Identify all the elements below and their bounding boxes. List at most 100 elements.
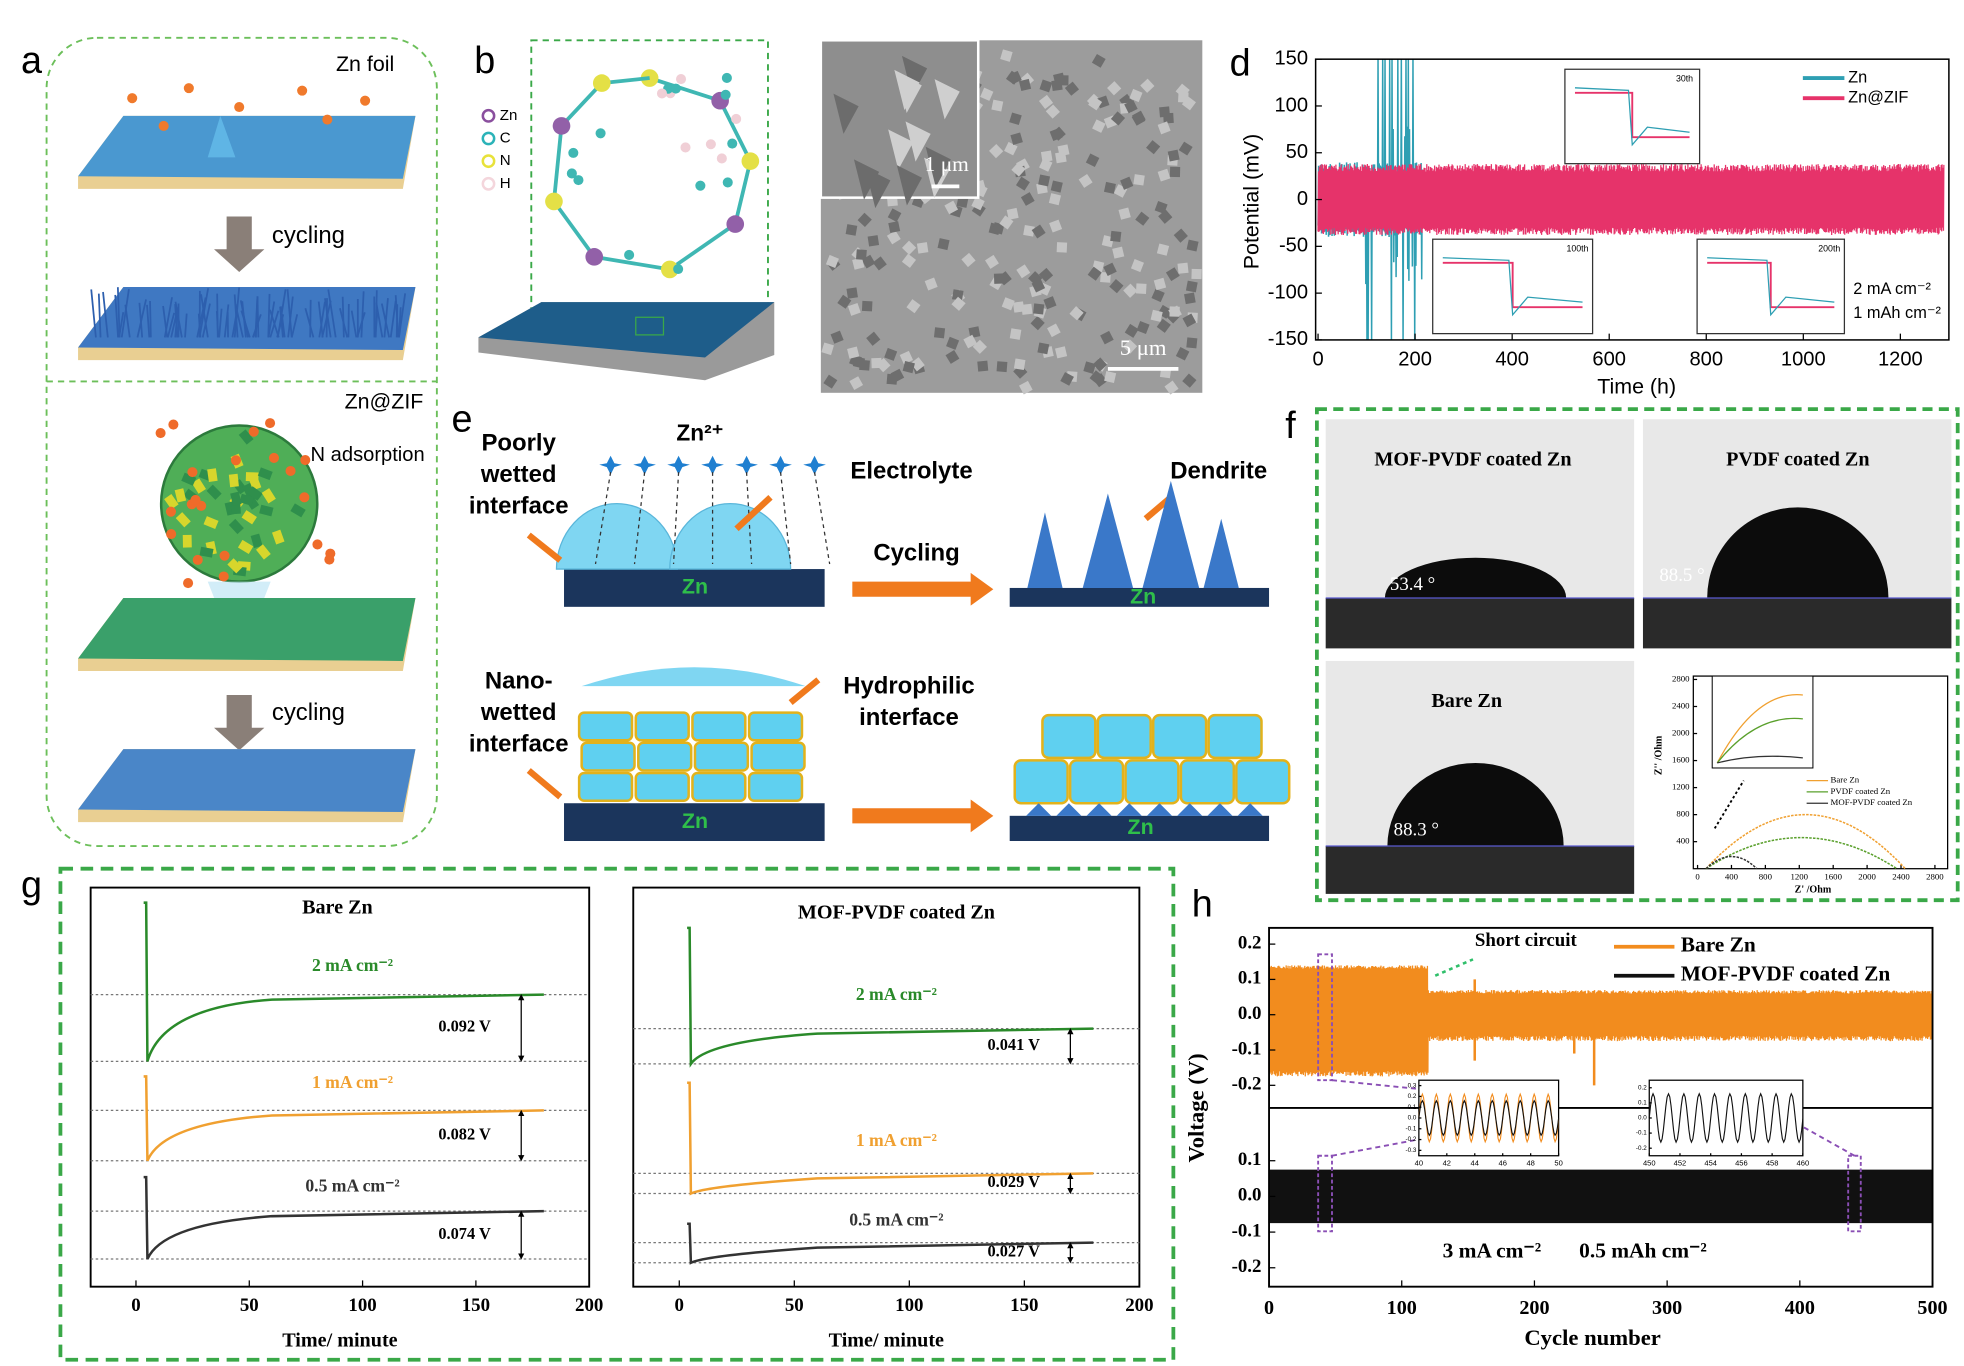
zif-foil	[78, 598, 416, 661]
atom	[705, 139, 716, 150]
block	[1235, 759, 1291, 805]
x-tick-label: 100	[895, 1295, 923, 1316]
current-label: 1 mA cm⁻²	[856, 1130, 937, 1150]
legend-marker	[481, 176, 496, 191]
current-label: 2 mA cm⁻²	[856, 984, 937, 1004]
atom	[670, 83, 681, 94]
y-tick-label: 0.0	[1238, 1003, 1262, 1024]
grain	[1164, 380, 1179, 395]
arrow-down	[214, 694, 265, 751]
grain	[1184, 292, 1196, 305]
dendrite	[90, 289, 97, 338]
star	[803, 455, 826, 475]
y-tick-label: 0.2	[1238, 932, 1262, 953]
y-tick-label: -0.1	[1636, 1130, 1647, 1137]
interface-label: wetted	[480, 461, 557, 488]
zif-crystal	[181, 472, 197, 486]
zif-crystal	[203, 516, 219, 530]
y-tick-label: -0.2	[1406, 1136, 1417, 1143]
grain	[937, 238, 950, 251]
legend-label: PVDF coated Zn	[1831, 786, 1891, 796]
grain	[1191, 268, 1202, 280]
atom	[741, 152, 760, 170]
grain	[1173, 228, 1188, 243]
atom	[675, 74, 687, 85]
grain	[847, 303, 861, 316]
star	[701, 455, 724, 475]
star	[735, 455, 758, 475]
grain	[830, 330, 844, 344]
scale-label: 5 μm	[1120, 335, 1167, 360]
y-tick-label: 150	[1274, 47, 1308, 69]
x-tick-label: 100	[348, 1295, 376, 1316]
grain	[1013, 301, 1025, 313]
star	[633, 455, 656, 475]
dendrite	[327, 289, 337, 338]
dendrite	[256, 296, 260, 338]
voltage-curve	[687, 1081, 1094, 1196]
grain	[1154, 200, 1168, 214]
dendrite	[269, 309, 280, 338]
plot-title: Bare Zn	[302, 897, 373, 919]
dendrite	[309, 299, 312, 338]
grain	[1156, 318, 1171, 333]
ion	[127, 93, 138, 104]
star	[667, 455, 690, 475]
grain	[1055, 151, 1067, 164]
x-tick-label: 450	[1643, 1158, 1656, 1167]
nucleus	[1146, 803, 1173, 816]
grain	[1088, 96, 1103, 111]
y-tick-label: 0.0	[1638, 1115, 1647, 1122]
grain	[1107, 81, 1122, 96]
zif-crystal	[259, 504, 274, 517]
zn-slab	[1009, 815, 1270, 842]
axis-title: Time/ minute	[282, 1330, 397, 1352]
grain	[1103, 262, 1117, 277]
x-tick-label: 2800	[1926, 872, 1944, 882]
current-label: 0.5 mA cm⁻²	[849, 1209, 943, 1229]
dendrite	[241, 301, 247, 338]
legend-label: Zn	[500, 107, 518, 124]
grain	[845, 224, 858, 236]
y-tick-label: 800	[1676, 809, 1690, 819]
x-tick-label: 0	[1312, 348, 1323, 370]
zif-crystal	[238, 429, 254, 445]
zif-crystal	[241, 510, 257, 525]
grain	[1157, 168, 1171, 182]
grain	[1009, 328, 1022, 340]
grain	[1047, 323, 1061, 338]
zif-crystal	[191, 478, 206, 494]
grain	[871, 357, 882, 369]
bond	[733, 160, 753, 225]
ion	[190, 494, 201, 505]
ion	[183, 578, 194, 589]
nucleus	[1116, 803, 1142, 816]
nucleus	[1207, 803, 1233, 816]
panel-label: d	[1230, 42, 1251, 84]
ion	[219, 550, 230, 561]
inset-trace	[1648, 1092, 1804, 1144]
path-dash	[779, 472, 792, 565]
grain	[1129, 88, 1143, 103]
inset-trace	[1574, 91, 1690, 139]
grain	[961, 252, 976, 268]
crystal	[934, 79, 960, 120]
inset-trace	[1418, 1099, 1560, 1137]
tip	[207, 115, 236, 158]
y-tick-label: -0.1	[1232, 1220, 1262, 1241]
grain	[1085, 153, 1100, 168]
voltage-curve	[143, 1175, 544, 1260]
ion	[192, 554, 203, 565]
grain	[1078, 173, 1093, 188]
dendrite	[383, 298, 389, 338]
panel-label: a	[21, 40, 42, 82]
grain	[971, 196, 985, 211]
droplet	[669, 503, 792, 570]
label: Zn²⁺	[676, 419, 723, 445]
grain	[1045, 104, 1060, 119]
arrow	[852, 799, 994, 833]
ion	[297, 85, 308, 96]
block	[691, 771, 747, 802]
zif-crystal	[256, 544, 271, 560]
voltage-curve	[143, 1075, 544, 1162]
